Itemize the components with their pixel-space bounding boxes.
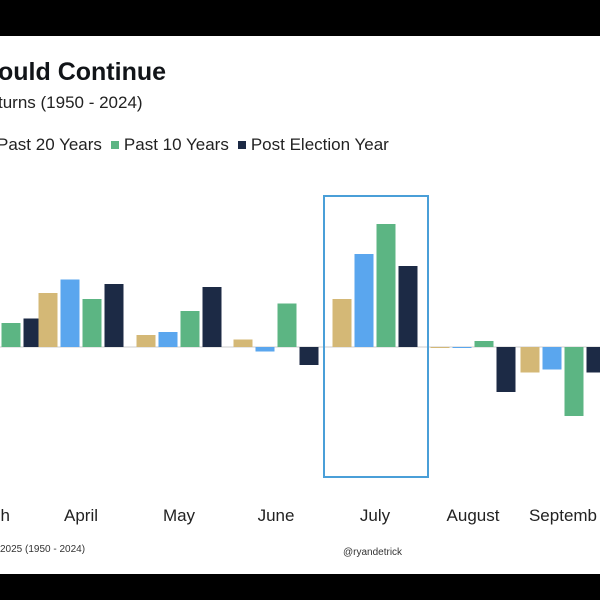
bar-august-series-1: [452, 347, 472, 348]
x-tick-label-april: April: [64, 506, 98, 525]
bar-july-series-0: [332, 299, 352, 347]
bar-may-series-3: [202, 287, 222, 347]
chart-subtitle: turns (1950 - 2024): [0, 93, 143, 112]
legend-item-past-20-years: Past 20 Years: [0, 135, 102, 155]
bar-april-series-2: [82, 299, 102, 347]
bar-h-series-3: [23, 318, 43, 347]
chart-title: ould Continue: [0, 58, 167, 86]
bar-june-series-0: [233, 339, 253, 347]
author-handle: @ryandetrick: [343, 547, 403, 558]
bar-june-series-2: [277, 303, 297, 347]
legend-swatch-past-10-years: [110, 141, 119, 149]
bar-july-series-1: [354, 254, 374, 347]
source-note: 2025 (1950 - 2024): [0, 544, 86, 555]
x-tick-label-june: June: [258, 506, 295, 525]
bar-june-series-3: [299, 347, 319, 365]
x-tick-label-july: July: [360, 506, 391, 525]
x-tick-label-h: h: [1, 506, 10, 525]
legend-swatch-post-election-year: [237, 141, 246, 149]
bar-may-series-1: [158, 332, 178, 347]
bar-septemb-series-1: [542, 347, 562, 370]
bar-april-series-3: [104, 284, 124, 347]
bar-august-series-0: [430, 347, 450, 348]
x-tick-label-august: August: [447, 506, 500, 525]
chart-legend: Past 20 Years Past 10 Years Post Electio…: [0, 134, 398, 156]
bar-septemb-series-3: [586, 347, 600, 373]
bar-chart: h April May June July August Septemb: [0, 195, 600, 525]
bar-septemb-series-2: [564, 347, 584, 416]
bar-april-series-1: [60, 279, 80, 347]
bar-may-series-0: [136, 335, 156, 347]
legend-item-past-10-years: Past 10 Years: [110, 135, 229, 155]
bar-august-series-3: [496, 347, 516, 392]
bar-h-series-2: [1, 323, 21, 347]
legend-item-post-election-year: Post Election Year: [237, 135, 389, 155]
bar-july-series-2: [376, 224, 396, 347]
highlight-box-july: [323, 195, 429, 478]
bar-april-series-0: [38, 293, 58, 347]
legend-label-past-20-years: Past 20 Years: [0, 135, 102, 154]
bar-may-series-2: [180, 311, 200, 347]
legend-label-past-10-years: Past 10 Years: [123, 135, 229, 154]
legend-label-post-election-year: Post Election Year: [250, 135, 389, 154]
x-tick-label-septemb: Septemb: [529, 506, 597, 525]
chart-card: ould Continue turns (1950 - 2024) Past 2…: [0, 36, 600, 574]
bar-septemb-series-0: [520, 347, 540, 373]
bar-july-series-3: [398, 266, 418, 347]
x-tick-label-may: May: [163, 506, 196, 525]
bar-august-series-2: [474, 341, 494, 347]
bar-june-series-1: [255, 347, 275, 352]
